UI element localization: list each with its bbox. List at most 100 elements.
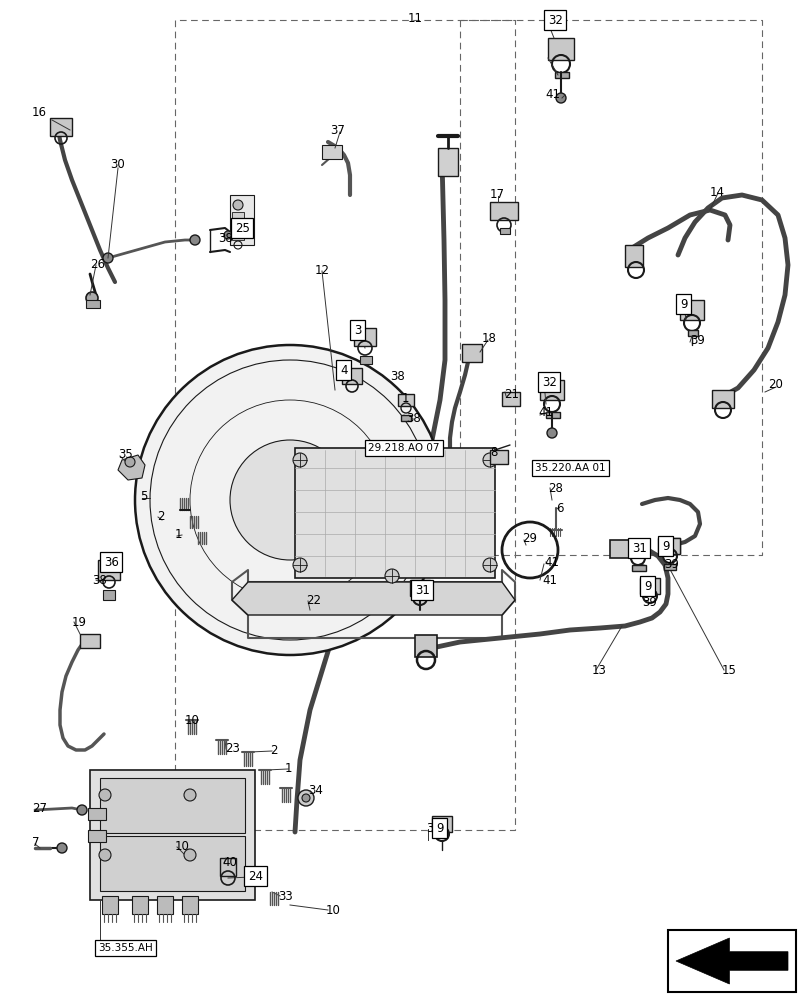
Bar	[539, 380, 564, 400]
Text: 41: 41	[543, 556, 558, 568]
Text: 6: 6	[556, 502, 563, 514]
Bar	[294, 448, 495, 578]
Bar	[659, 538, 679, 554]
Bar	[501, 392, 519, 406]
Circle shape	[103, 253, 113, 263]
Circle shape	[99, 789, 111, 801]
Bar	[431, 816, 452, 832]
Circle shape	[483, 558, 496, 572]
Text: 34: 34	[307, 784, 323, 796]
Text: 37: 37	[329, 123, 345, 136]
Circle shape	[293, 453, 307, 467]
Bar	[100, 778, 245, 833]
Bar	[359, 356, 371, 364]
Bar	[80, 634, 100, 648]
Text: 2: 2	[270, 744, 277, 756]
Circle shape	[384, 441, 398, 455]
Text: 33: 33	[277, 890, 293, 902]
Text: 15: 15	[721, 664, 736, 676]
Text: 19: 19	[72, 615, 87, 629]
Text: 11: 11	[407, 11, 423, 24]
Text: 18: 18	[482, 332, 496, 344]
Text: 2: 2	[157, 510, 165, 522]
Bar	[100, 836, 245, 891]
Text: 35.220.AA 01: 35.220.AA 01	[534, 463, 605, 473]
Bar	[90, 770, 255, 900]
Bar	[322, 145, 341, 159]
Text: 38: 38	[217, 232, 233, 244]
Text: 4: 4	[340, 363, 347, 376]
Text: 38: 38	[389, 370, 404, 383]
Circle shape	[190, 235, 200, 245]
Bar	[489, 450, 508, 464]
Circle shape	[384, 569, 398, 583]
Bar	[657, 538, 679, 554]
Bar	[545, 412, 560, 418]
Circle shape	[135, 345, 444, 655]
Text: 9: 9	[679, 298, 687, 310]
Text: 31: 31	[631, 542, 646, 554]
Text: 29.218.AO 07: 29.218.AO 07	[367, 443, 439, 453]
Text: 7: 7	[32, 836, 40, 848]
Bar	[547, 38, 573, 60]
Bar	[232, 212, 243, 240]
Text: 27: 27	[32, 802, 47, 814]
Circle shape	[224, 231, 232, 239]
Text: 20: 20	[767, 378, 782, 391]
Text: 13: 13	[591, 664, 606, 676]
Circle shape	[547, 428, 556, 438]
Bar	[663, 564, 676, 570]
Text: 17: 17	[489, 188, 504, 202]
Circle shape	[77, 805, 87, 815]
Bar	[50, 118, 72, 136]
Bar	[609, 540, 631, 558]
Polygon shape	[676, 938, 787, 984]
Text: 26: 26	[90, 258, 105, 271]
Circle shape	[99, 849, 111, 861]
Bar	[401, 415, 410, 421]
Text: 38: 38	[406, 412, 420, 424]
Circle shape	[230, 440, 350, 560]
Text: 30: 30	[109, 158, 125, 172]
Bar	[461, 344, 482, 362]
Text: 31: 31	[414, 584, 429, 596]
Text: 41: 41	[541, 574, 556, 586]
Text: 41: 41	[544, 89, 560, 102]
Bar	[489, 202, 517, 220]
Circle shape	[233, 200, 242, 210]
Text: 32: 32	[547, 13, 562, 26]
Text: 28: 28	[547, 482, 562, 494]
Bar	[639, 578, 659, 594]
Text: 36: 36	[104, 556, 118, 568]
Polygon shape	[118, 455, 145, 480]
Text: 5: 5	[139, 490, 147, 504]
Text: 38: 38	[92, 574, 106, 586]
Bar	[86, 300, 100, 308]
Text: 35: 35	[118, 448, 132, 462]
Text: 9: 9	[661, 540, 669, 552]
Text: 41: 41	[538, 406, 552, 420]
Polygon shape	[232, 582, 514, 615]
Bar	[98, 560, 120, 580]
Bar	[554, 72, 569, 78]
Text: 22: 22	[306, 593, 320, 606]
Bar	[132, 896, 148, 914]
Text: 10: 10	[175, 840, 190, 852]
Bar	[182, 896, 198, 914]
Bar	[687, 330, 697, 336]
Circle shape	[483, 453, 496, 467]
Text: 32: 32	[541, 375, 556, 388]
Circle shape	[293, 558, 307, 572]
Circle shape	[184, 789, 195, 801]
Bar	[88, 830, 106, 842]
Bar	[354, 328, 375, 346]
Bar	[631, 565, 646, 571]
Text: 29: 29	[521, 532, 536, 544]
Text: 40: 40	[221, 856, 237, 868]
Bar	[397, 394, 414, 406]
Text: 1: 1	[401, 391, 409, 404]
Bar	[624, 245, 642, 267]
Text: 10: 10	[185, 714, 200, 726]
Circle shape	[298, 790, 314, 806]
Bar	[500, 228, 509, 234]
